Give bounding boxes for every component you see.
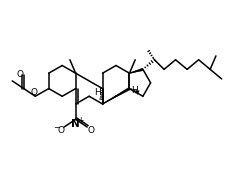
Polygon shape [102,87,130,104]
Text: N: N [71,119,80,129]
Text: O: O [87,126,94,135]
Text: O: O [17,70,24,79]
Text: H: H [131,86,138,95]
Text: −: − [53,123,60,132]
Text: H: H [93,88,100,96]
Polygon shape [129,68,143,73]
Text: +: + [77,116,83,125]
Text: O: O [57,126,64,135]
Text: O: O [30,88,37,97]
